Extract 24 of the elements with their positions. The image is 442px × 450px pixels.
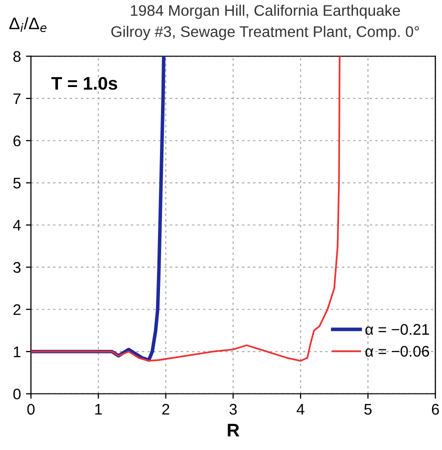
x-tick-label: 2 [162,404,170,415]
x-tick-label: 1 [95,404,102,415]
x-tick-label: 0 [27,404,35,415]
y-tick-label: 2 [13,304,20,315]
x-tick-label: 6 [432,404,439,415]
y-tick-label: 5 [13,178,21,188]
x-tick-label: 4 [296,404,304,415]
y-tick-label: 6 [14,135,21,146]
y-tick-label: 7 [14,93,20,104]
y-tick-label: 1 [14,346,20,358]
y-tick-label: 3 [13,262,21,273]
y-axis-title: Δ$_{i}$/Δ$_{e}$ [9,17,46,32]
x-tick-label: 3 [229,404,237,415]
annotation: T = 1.0s [51,76,118,90]
y-tick-label: 0 [13,388,21,400]
x-tick-label: 5 [364,404,372,415]
chart-subtitle: Gilroy #3, Sewage Treatment Plant, Comp. 0° [111,26,419,40]
chart-title: 1984 Morgan Hill, California Earthquake [130,4,400,19]
y-tick-label: 8 [13,51,21,62]
legend-label: α = −0.21 [365,324,429,335]
legend-label: α = −0.06 [365,346,430,357]
y-tick-label: 4 [13,220,21,231]
x-axis-title: R [228,424,240,436]
line-series [30,56,340,362]
